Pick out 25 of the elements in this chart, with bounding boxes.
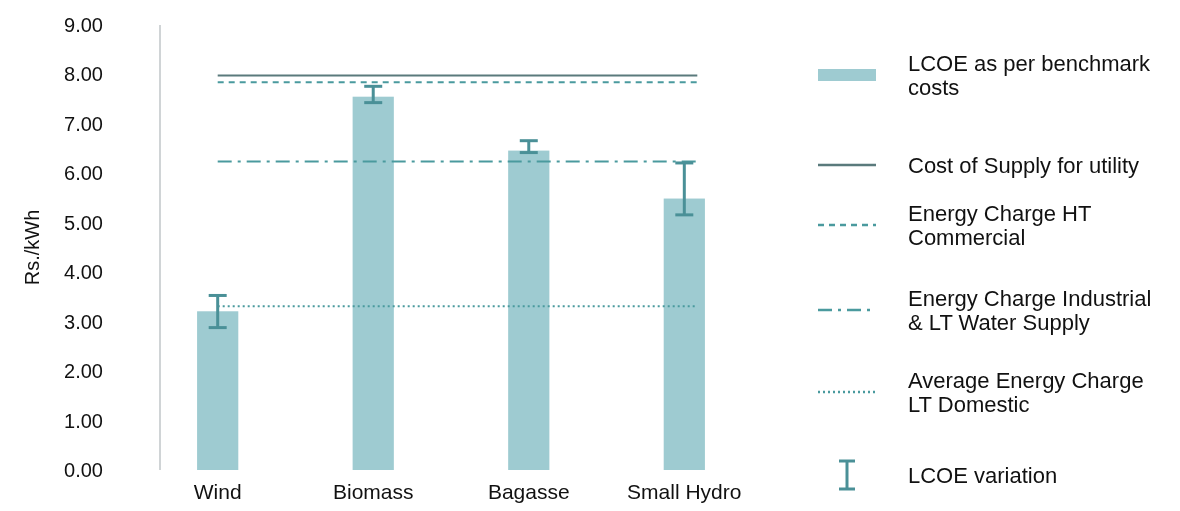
y-tick-label: 4.00 <box>64 261 103 284</box>
y-tick-label: 2.00 <box>64 360 103 383</box>
bar <box>508 150 550 470</box>
y-tick-label: 6.00 <box>64 162 103 185</box>
bar <box>663 198 705 470</box>
y-tick-label: 3.00 <box>64 310 103 333</box>
y-tick-label: 5.00 <box>64 211 103 234</box>
text: LCOE variation <box>908 462 1058 488</box>
y-tick-label: 9.00 <box>64 14 103 36</box>
legend-label: Average Energy Charge LT Domestic <box>908 367 1144 417</box>
y-tick-label: 8.00 <box>64 63 103 86</box>
legend-label: Cost of Supply for utility <box>908 152 1140 178</box>
x-tick-label: Bagasse <box>487 480 570 503</box>
y-axis-title: Rs./kWh <box>21 209 43 286</box>
legend-label: LCOE as per benchmark costs <box>908 50 1152 100</box>
x-tick-label: Small Hydro <box>627 480 742 503</box>
bar <box>352 96 394 470</box>
y-tick-label: 0.00 <box>64 459 103 481</box>
legend-label: Energy Charge Industrial & LT Water Supply <box>908 285 1152 335</box>
y-tick-label: 7.00 <box>64 112 103 135</box>
legend-label: Energy Charge HT Commercial <box>908 200 1092 250</box>
x-tick-label: Wind <box>193 480 242 503</box>
bar <box>197 311 239 470</box>
y-tick-label: 1.00 <box>64 409 103 432</box>
x-tick-label: Biomass <box>332 480 414 503</box>
